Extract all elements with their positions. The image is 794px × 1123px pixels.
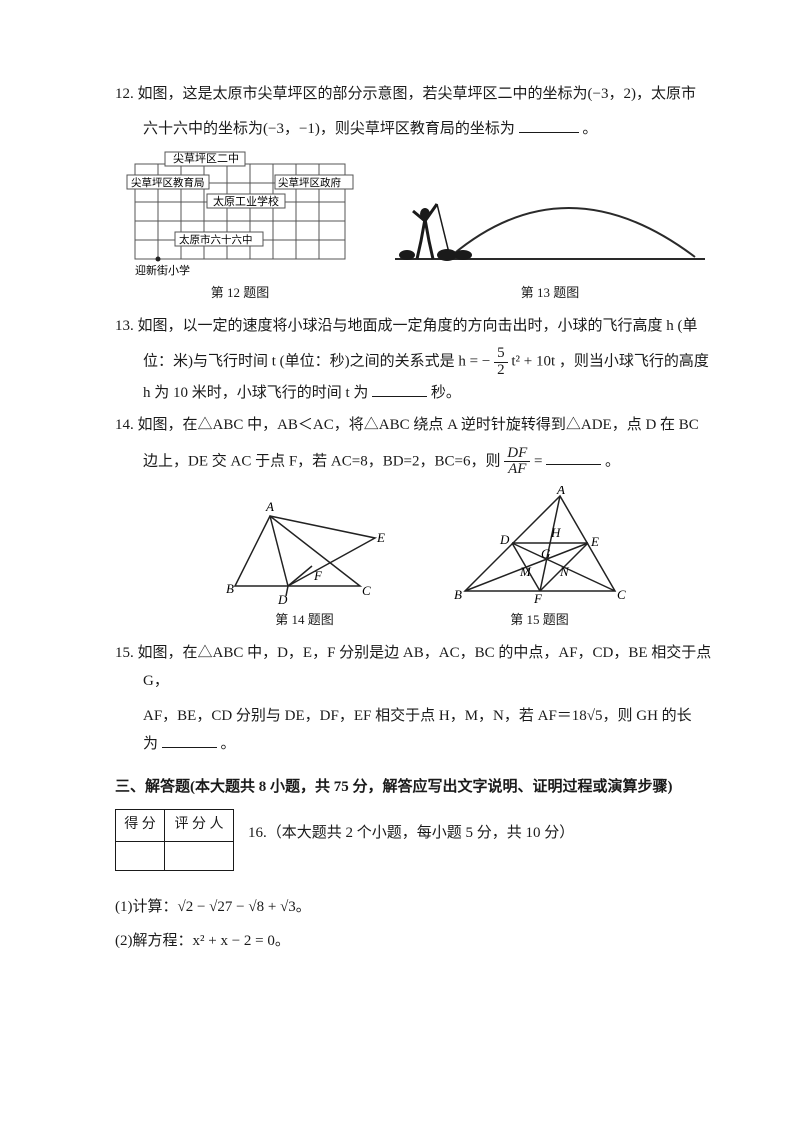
figure-row-14-15: A B C D E F 第 14 题图	[115, 486, 734, 633]
q15-line1: 如图，在△ABC 中，D，E，F 分别是边 AB，AC，BC 的中点，AF，CD…	[138, 645, 712, 690]
question-14: 14. 如图，在△ABC 中，AB＜AC，将△ABC 绕点 A 逆时针旋转得到△…	[115, 411, 734, 440]
label-F: F	[313, 568, 323, 583]
label-F15: F	[533, 591, 543, 606]
figure-row-12-13: 尖草坪区二中 尖草坪区教育局 尖草坪区政府 太原工业学校 太原市六十六中 迎新街…	[115, 149, 734, 306]
grid-label-bottom: 太原市六十六中	[179, 233, 253, 246]
q13-line2b: t² + 10t ，则当小球飞行的高度	[511, 354, 709, 370]
q14-line-2: 边上，DE 交 AC 于点 F，若 AC=8，BD=2，BC=6，则 DF AF…	[115, 446, 734, 479]
question-15: 15. 如图，在△ABC 中，D，E，F 分别是边 AB，AC，BC 的中点，A…	[115, 639, 734, 696]
q12-number: 12.	[115, 86, 134, 102]
figure-13-caption: 第 13 题图	[395, 281, 705, 306]
figure-15: A B C D E F G H M N 第 15 题图	[450, 486, 630, 633]
label-D: D	[277, 592, 288, 606]
label-D15: D	[499, 532, 510, 547]
label-A15: A	[556, 486, 565, 497]
q14-line1: 如图，在△ABC 中，AB＜AC，将△ABC 绕点 A 逆时针旋转得到△ADE，…	[138, 417, 699, 433]
q13-fraction: 5 2	[494, 346, 508, 379]
figure-12: 尖草坪区二中 尖草坪区教育局 尖草坪区政府 太原工业学校 太原市六十六中 迎新街…	[125, 149, 355, 306]
score-cell-grader: 评 分 人	[165, 810, 234, 842]
q15-line3b: 。	[221, 736, 236, 752]
q15-line3: 为	[143, 736, 158, 752]
figure-14-caption: 第 14 题图	[220, 608, 390, 633]
q14-blank	[546, 449, 601, 465]
figure-15-caption: 第 15 题图	[450, 608, 630, 633]
figure-13: 第 13 题图	[395, 169, 705, 306]
grid-map-svg: 尖草坪区二中 尖草坪区教育局 尖草坪区政府 太原工业学校 太原市六十六中 迎新街…	[125, 149, 355, 279]
q12-blank	[519, 117, 579, 133]
q16-sub2: (2)解方程：x² + x − 2 = 0。	[115, 927, 734, 956]
q15-number: 15.	[115, 645, 134, 661]
q13-line3a: h 为 10 米时，小球飞行的时间 t 为	[143, 385, 368, 401]
figure-12-caption: 第 12 题图	[125, 281, 355, 306]
q13-number: 13.	[115, 318, 134, 334]
question-12: 12. 如图，这是太原市尖草坪区的部分示意图，若尖草坪区二中的坐标为(−3，2)…	[115, 80, 734, 109]
figure-14: A B C D E F 第 14 题图	[220, 496, 390, 633]
q12-text-1: 如图，这是太原市尖草坪区的部分示意图，若尖草坪区二中的坐标为(−3，2)，太原市	[138, 86, 696, 102]
score-cell-empty2	[165, 841, 234, 870]
label-C: C	[362, 583, 371, 598]
q16-sub1: (1)计算：√2 − √27 − √8 + √3。	[115, 893, 734, 922]
q14-frac-num: DF	[504, 446, 530, 463]
q13-blank	[372, 381, 427, 397]
label-B: B	[226, 581, 234, 596]
label-G15: G	[541, 546, 551, 561]
label-E15: E	[590, 534, 599, 549]
q13-frac-den: 2	[494, 363, 508, 379]
grid-label-left: 尖草坪区教育局	[131, 176, 205, 189]
label-H15: H	[550, 525, 561, 540]
grid-label-below: 迎新街小学	[135, 263, 190, 277]
question-13: 13. 如图，以一定的速度将小球沿与地面成一定角度的方向击出时，小球的飞行高度 …	[115, 312, 734, 341]
q16-block: 得 分 评 分 人 16.（本大题共 2 个小题，每小题 5 分，共 10 分）	[115, 805, 734, 883]
grid-label-top: 尖草坪区二中	[173, 152, 239, 165]
q13-line-2: 位：米)与飞行时间 t (单位：秒)之间的关系式是 h = − 5 2 t² +…	[115, 346, 734, 379]
q12-text-3: 。	[582, 121, 597, 137]
trajectory-svg	[395, 169, 705, 279]
q14-number: 14.	[115, 417, 134, 433]
q14-frac-den: AF	[504, 462, 530, 478]
score-table: 得 分 评 分 人	[115, 809, 234, 871]
q15-line2: AF，BE，CD 分别与 DE，DF，EF 相交于点 H，M，N，若 AF＝18…	[143, 708, 692, 724]
q13-line2a: 位：米)与飞行时间 t (单位：秒)之间的关系式是 h = −	[143, 354, 490, 370]
section-3-heading: 三、解答题(本大题共 8 小题，共 75 分，解答应写出文字说明、证明过程或演算…	[115, 773, 734, 802]
q13-line-3: h 为 10 米时，小球飞行的时间 t 为 秒。	[115, 379, 734, 408]
q12-line-2: 六十六中的坐标为(−3，−1)，则尖草坪区教育局的坐标为 。	[115, 115, 734, 144]
q14-line2c: 。	[605, 453, 620, 469]
q14-line2a: 边上，DE 交 AC 于点 F，若 AC=8，BD=2，BC=6，则	[143, 453, 501, 469]
label-B15: B	[454, 587, 462, 602]
label-N15: N	[559, 564, 570, 579]
triangle-15-svg: A B C D E F G H M N	[450, 486, 630, 606]
q15-line-3: 为 。	[115, 730, 734, 759]
q15-line-2: AF，BE，CD 分别与 DE，DF，EF 相交于点 H，M，N，若 AF＝18…	[115, 702, 734, 731]
score-cell-score: 得 分	[116, 810, 165, 842]
grid-label-mid: 太原工业学校	[213, 194, 279, 208]
q13-frac-num: 5	[494, 346, 508, 363]
label-E: E	[376, 530, 385, 545]
q14-line2b: =	[534, 453, 542, 469]
q12-text-2: 六十六中的坐标为(−3，−1)，则尖草坪区教育局的坐标为	[143, 121, 515, 137]
label-A: A	[265, 499, 274, 514]
label-C15: C	[617, 587, 626, 602]
triangle-14-svg: A B C D E F	[220, 496, 390, 606]
q15-blank	[162, 732, 217, 748]
q13-line1: 如图，以一定的速度将小球沿与地面成一定角度的方向击出时，小球的飞行高度 h (单	[138, 318, 698, 334]
q14-fraction: DF AF	[504, 446, 530, 479]
label-M15: M	[519, 564, 532, 579]
score-cell-empty1	[116, 841, 165, 870]
q13-line3b: 秒。	[431, 385, 461, 401]
grid-label-right: 尖草坪区政府	[278, 176, 341, 189]
